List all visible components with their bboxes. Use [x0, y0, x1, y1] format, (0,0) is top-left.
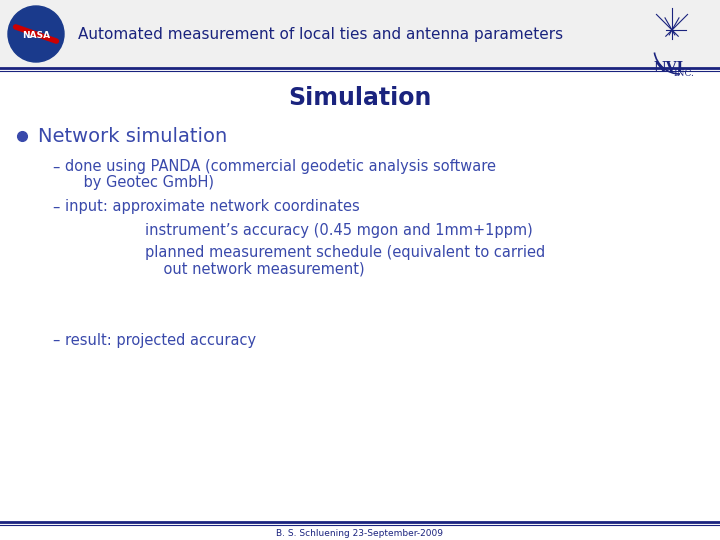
Text: NASA: NASA [22, 31, 50, 40]
Text: Simulation: Simulation [288, 86, 432, 110]
Circle shape [8, 6, 64, 62]
Text: –: – [52, 199, 59, 214]
Text: B. S. Schluening 23-September-2009: B. S. Schluening 23-September-2009 [276, 529, 444, 537]
Text: result: projected accuracy: result: projected accuracy [65, 333, 256, 348]
Text: INC.: INC. [674, 69, 694, 78]
Bar [0, 0, 720, 68]
Text: input: approximate network coordinates: input: approximate network coordinates [65, 199, 360, 214]
Text: by Geotec GmbH): by Geotec GmbH) [65, 176, 214, 191]
Text: Network simulation: Network simulation [38, 126, 228, 145]
Text: instrument’s accuracy (0.45 mgon and 1mm+1ppm): instrument’s accuracy (0.45 mgon and 1mm… [145, 224, 533, 239]
Text: done using PANDA (commercial geodetic analysis software: done using PANDA (commercial geodetic an… [65, 159, 496, 174]
Text: Automated measurement of local ties and antenna parameters: Automated measurement of local ties and … [78, 26, 563, 42]
Text: –: – [52, 333, 59, 348]
Text: out network measurement): out network measurement) [145, 261, 364, 276]
Text: –: – [52, 159, 59, 174]
FancyArrowPatch shape [16, 27, 56, 41]
Text: planned measurement schedule (equivalent to carried: planned measurement schedule (equivalent… [145, 246, 545, 260]
Text: NVI: NVI [653, 61, 683, 75]
